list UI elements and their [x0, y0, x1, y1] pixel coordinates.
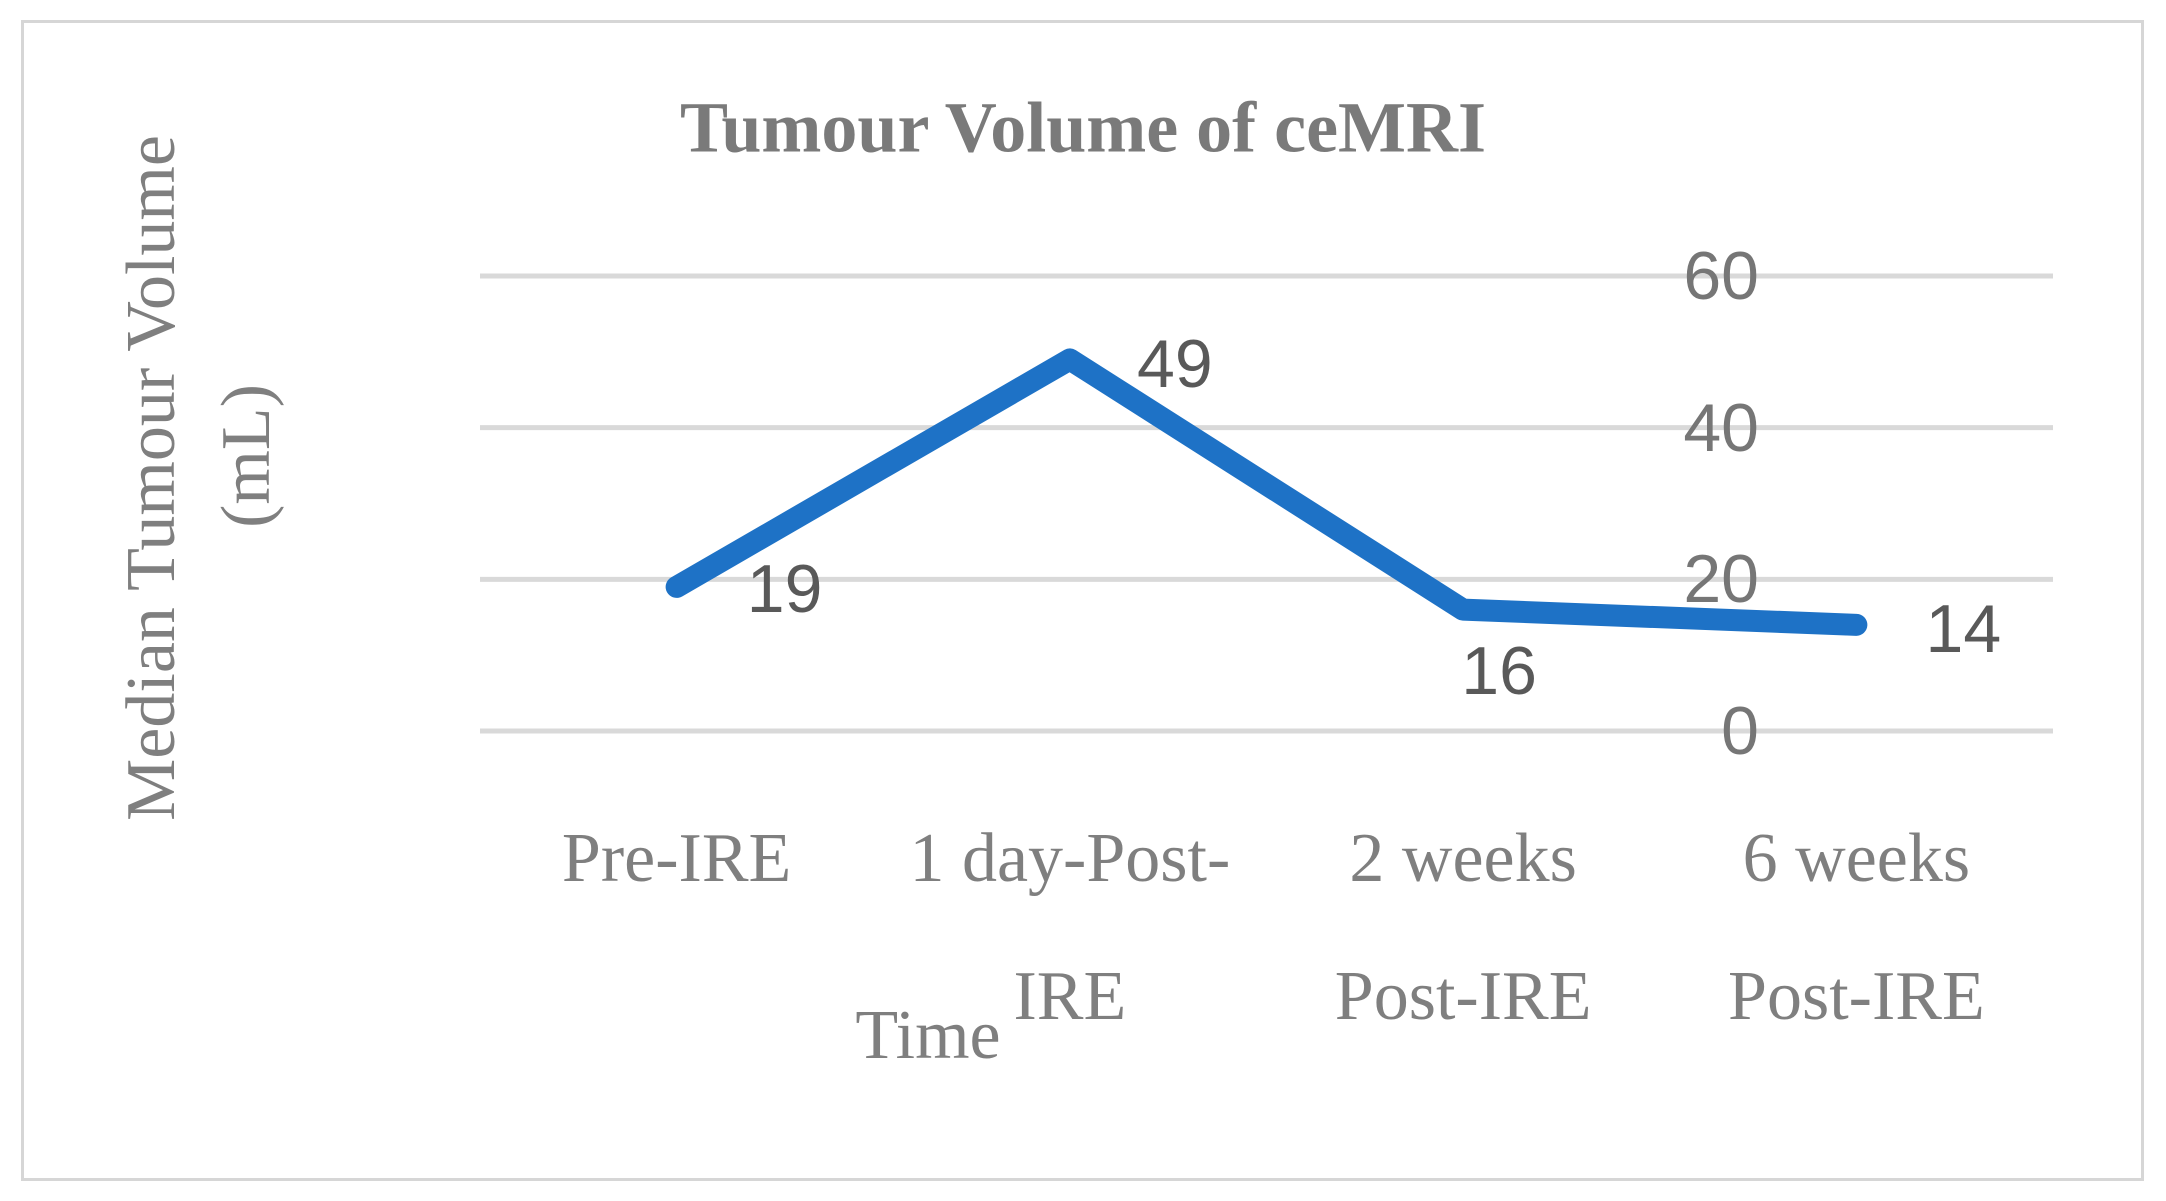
x-category-label-line: 2 weeks — [1349, 820, 1577, 897]
x-axis-title: Time — [855, 997, 1001, 1074]
x-category-label: 2 weeks Post-IRE — [1335, 790, 1592, 1066]
y-tick-label: 20 — [1683, 541, 1759, 618]
x-category-label: 6 weeks Post-IRE — [1728, 790, 1985, 1066]
x-category-label-line: IRE — [1013, 958, 1127, 1035]
figure-border — [21, 20, 2144, 1181]
x-category-label-line: Post-IRE — [1728, 958, 1985, 1035]
y-axis-title: Median Tumour Volume — [113, 135, 190, 821]
chart-title: Tumour Volume of ceMRI — [679, 87, 1487, 168]
x-category-label-line: Pre-IRE — [561, 820, 792, 897]
y-tick-label: 0 — [1721, 693, 1759, 769]
x-category-label-line: Post-IRE — [1334, 958, 1592, 1035]
data-label: 49 — [1137, 326, 1213, 403]
data-label: 19 — [746, 550, 823, 627]
series-line — [665, 348, 1868, 636]
x-category-label: Pre-IRE — [562, 790, 791, 928]
x-category-label-line: 1 day-Post- — [909, 820, 1231, 897]
y-axis-title-units: (mL) — [208, 384, 285, 528]
x-category-label: 1 day-Post- IRE — [909, 790, 1230, 1066]
y-tick-label: 40 — [1683, 389, 1759, 466]
y-tick-label: 60 — [1683, 238, 1759, 314]
data-label: 14 — [1925, 590, 2002, 667]
data-label: 16 — [1461, 632, 1537, 709]
x-category-label-line: 6 weeks — [1742, 820, 1971, 897]
